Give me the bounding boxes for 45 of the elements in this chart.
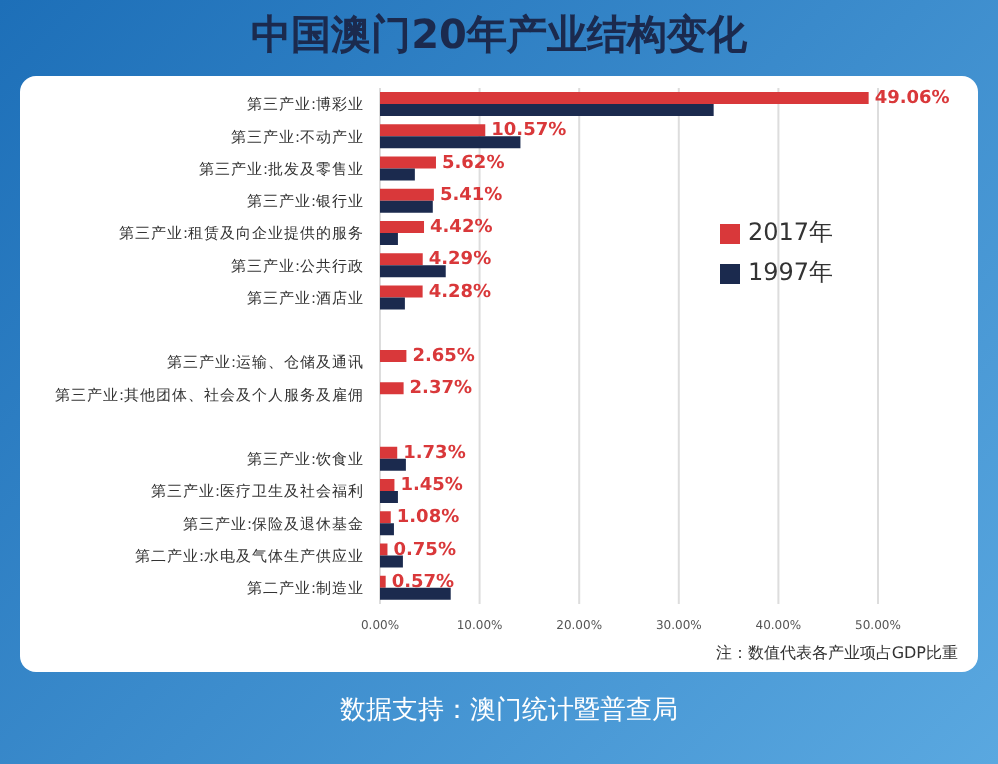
data-label: 10.57% [491, 121, 567, 142]
bar [380, 491, 398, 503]
bar [380, 136, 521, 149]
data-label: 4.29% [428, 250, 492, 271]
bar [380, 479, 395, 491]
bar [380, 543, 388, 556]
data-label: 49.06% [874, 89, 950, 109]
bar [380, 350, 407, 362]
bar [380, 233, 398, 245]
bar [380, 523, 394, 536]
bar [380, 156, 436, 169]
bar [380, 168, 415, 181]
data-label: 4.28% [428, 282, 492, 303]
data-label: 4.42% [430, 218, 493, 238]
chart-title: 中国澳门20年产业结构变化 [249, 8, 749, 62]
bar [380, 104, 714, 116]
bar [380, 253, 423, 266]
legend-label: 2017年 [746, 216, 834, 250]
data-label: 1.08% [396, 508, 460, 529]
bar [380, 458, 406, 471]
bar [380, 124, 486, 137]
bar [380, 188, 434, 201]
data-label: 2.65% [412, 347, 475, 367]
bar [380, 555, 403, 568]
data-label: 1.45% [400, 476, 463, 496]
data-label: 1.73% [403, 443, 466, 464]
bar [380, 297, 405, 310]
data-label: 5.62% [441, 153, 505, 174]
bar [380, 221, 425, 233]
bar [380, 587, 451, 600]
bar [380, 446, 398, 459]
legend-label: 1997年 [746, 256, 834, 290]
bar [380, 285, 423, 298]
bar [380, 511, 391, 524]
text: 注：数值代表各产业项占GDP比重 [715, 642, 958, 664]
data-label: 2.37% [409, 379, 473, 400]
bar [380, 265, 446, 278]
bar [380, 382, 404, 395]
data-label: 0.57% [391, 572, 455, 593]
text: 数据支持：澳门统计暨普查局 [340, 693, 678, 728]
data-label: 5.41% [439, 185, 503, 206]
data-label: 0.75% [393, 540, 456, 561]
bar [380, 200, 433, 213]
bar [380, 575, 386, 588]
bar [380, 92, 869, 104]
